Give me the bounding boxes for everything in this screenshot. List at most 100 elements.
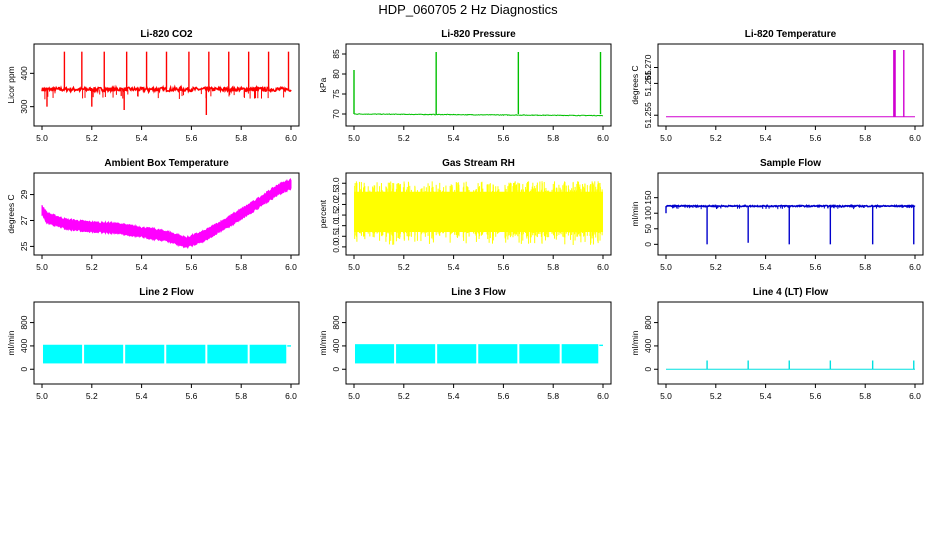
figure-title: HDP_060705 2 Hz Diagnostics [378,2,558,17]
panel-4: Ambient Box Temperature 5.0 5.2 5.4 5.6 5.8 6.… [6,158,300,272]
panel-1-y-label: Licor ppm [6,66,16,103]
panel-9-x-tick-label: 6.0 [909,391,921,401]
panel-6-y-tick-label: 150 [643,190,653,204]
panel-2-x-tick-label: 5.8 [547,133,559,143]
panel-7: Line 2 Flow 5.0 5.2 5.4 5.6 5.8 6.0 0 400 800ml/m… [6,287,300,401]
panel-1-series-line [41,84,292,94]
panel-1-y-tick-label: 300 [19,99,29,113]
panel-7-y-tick-label: 0 [19,367,29,372]
panel-1-x-tick-label: 5.4 [136,133,148,143]
panel-5-title: Gas Stream RH [442,158,515,169]
panel-5-y-tick-label: 2.0 [331,198,341,210]
panel-7-block [125,344,165,364]
panel-7-y-tick-label: 800 [19,315,29,329]
panel-5-x-tick-label: 5.8 [547,262,559,272]
panel-8: Line 3 Flow 5.0 5.2 5.4 5.6 5.8 6.0 0 400 800ml/m… [318,287,612,401]
panel-7-x-tick-label: 5.6 [185,391,197,401]
panel-1-x-tick-label: 5.2 [86,133,98,143]
panel-6-title: Sample Flow [760,158,821,169]
panel-7-block [207,344,248,364]
panel-8-block [396,344,436,364]
panel-4-band [41,178,292,249]
panel-5-y-tick-label: 0.5 [331,230,341,242]
panel-2-title: Li-820 Pressure [441,29,516,40]
panel-7-block [249,344,287,364]
panel-8-x-tick-label: 5.2 [398,391,410,401]
panel-1-y-tick-label: 400 [19,66,29,80]
panel-3-frame [657,43,924,127]
panel-8-x-tick-label: 5.6 [497,391,509,401]
panel-9-y-tick-label: 800 [643,315,653,329]
panel-5-y-tick-label: 1.5 [331,209,341,221]
panel-7-y-tick-label: 400 [19,339,29,353]
panel-3-x-tick-label: 5.2 [710,133,722,143]
panel-5-y-tick-label: 2.5 [331,188,341,200]
panel-8-x-tick-label: 5.0 [348,391,360,401]
panel-4-y-tick-label: 29 [19,190,29,200]
panel-9: Line 4 (LT) Flow 5.0 5.2 5.4 5.6 5.8 6.0 0 400 80… [630,287,924,401]
panel-5: Gas Stream RH 5.0 5.2 5.4 5.6 5.8 6.0 0.00.51.0… [318,158,612,272]
panel-1-frame [33,43,300,127]
panel-6-y-tick-label: 50 [643,224,653,234]
panel-8-block [478,344,518,364]
panel-4-x-tick-label: 5.8 [235,262,247,272]
panel-2-y-tick-label: 70 [331,109,341,119]
panel-7-block [42,344,83,364]
panel-6-y-tick-label: 100 [643,206,653,220]
panel-8-y-tick-label: 400 [331,339,341,353]
panel-3-y-label: degrees C [630,65,640,104]
panel-7-x-tick-label: 5.4 [136,391,148,401]
panel-7-frame [33,301,300,385]
panel-8-y-label: ml/min [318,330,328,355]
panel-9-y-label: ml/min [630,330,640,355]
panel-2: Li-820 Pressure 5.0 5.2 5.4 5.6 5.8 6.0 70 75 80 8… [318,29,612,143]
panel-9-title: Line 4 (LT) Flow [753,287,829,298]
panel-2-series-line [353,113,604,117]
panel-5-x-tick-label: 5.6 [497,262,509,272]
panel-4-y-tick-label: 27 [19,215,29,225]
panel-8-title: Line 3 Flow [451,287,506,298]
panel-3-x-tick-label: 5.4 [760,133,772,143]
panel-7-x-tick-label: 5.0 [36,391,48,401]
panel-9-x-tick-label: 5.4 [760,391,772,401]
panel-3-y-tick-label: 51.265 [643,70,653,96]
panel-8-x-tick-label: 5.4 [448,391,460,401]
panel-8-x-tick-label: 5.8 [547,391,559,401]
panel-6-x-tick-label: 6.0 [909,262,921,272]
panel-3-title: Li-820 Temperature [745,29,837,40]
panel-8-block [519,344,560,364]
panel-4-y-label: degrees C [6,194,16,233]
panel-7-y-label: ml/min [6,330,16,355]
panel-2-x-tick-label: 6.0 [597,133,609,143]
panel-5-x-tick-label: 6.0 [597,262,609,272]
panel-7-x-tick-label: 6.0 [285,391,297,401]
panel-2-x-tick-label: 5.4 [448,133,460,143]
panel-9-x-tick-label: 5.2 [710,391,722,401]
panel-3-x-tick-label: 5.0 [660,133,672,143]
panel-5-frame [345,172,612,256]
panel-2-y-label: kPa [318,77,328,92]
panel-5-y-label: percent [318,199,328,228]
panel-7-title: Line 2 Flow [139,287,194,298]
panel-7-block [84,344,124,364]
panel-1-x-tick-label: 5.0 [36,133,48,143]
panel-9-x-tick-label: 5.0 [660,391,672,401]
panel-7-block [166,344,206,364]
panel-4-title: Ambient Box Temperature [104,158,229,169]
panel-4-x-tick-label: 5.6 [185,262,197,272]
panel-9-frame [657,301,924,385]
panel-3: Li-820 Temperature 5.0 5.2 5.4 5.6 5.8 6.0 51.2… [630,29,924,143]
panel-3-x-tick-label: 5.8 [859,133,871,143]
panel-5-x-tick-label: 5.2 [398,262,410,272]
panel-2-frame [345,43,612,127]
panel-2-x-tick-label: 5.2 [398,133,410,143]
panel-2-y-tick-label: 75 [331,89,341,99]
panel-6-x-tick-label: 5.6 [809,262,821,272]
panel-1-x-tick-label: 5.6 [185,133,197,143]
panel-7-x-tick-label: 5.2 [86,391,98,401]
panel-2-x-tick-label: 5.0 [348,133,360,143]
panel-2-y-tick-label: 85 [331,49,341,59]
panel-4-x-tick-label: 5.4 [136,262,148,272]
